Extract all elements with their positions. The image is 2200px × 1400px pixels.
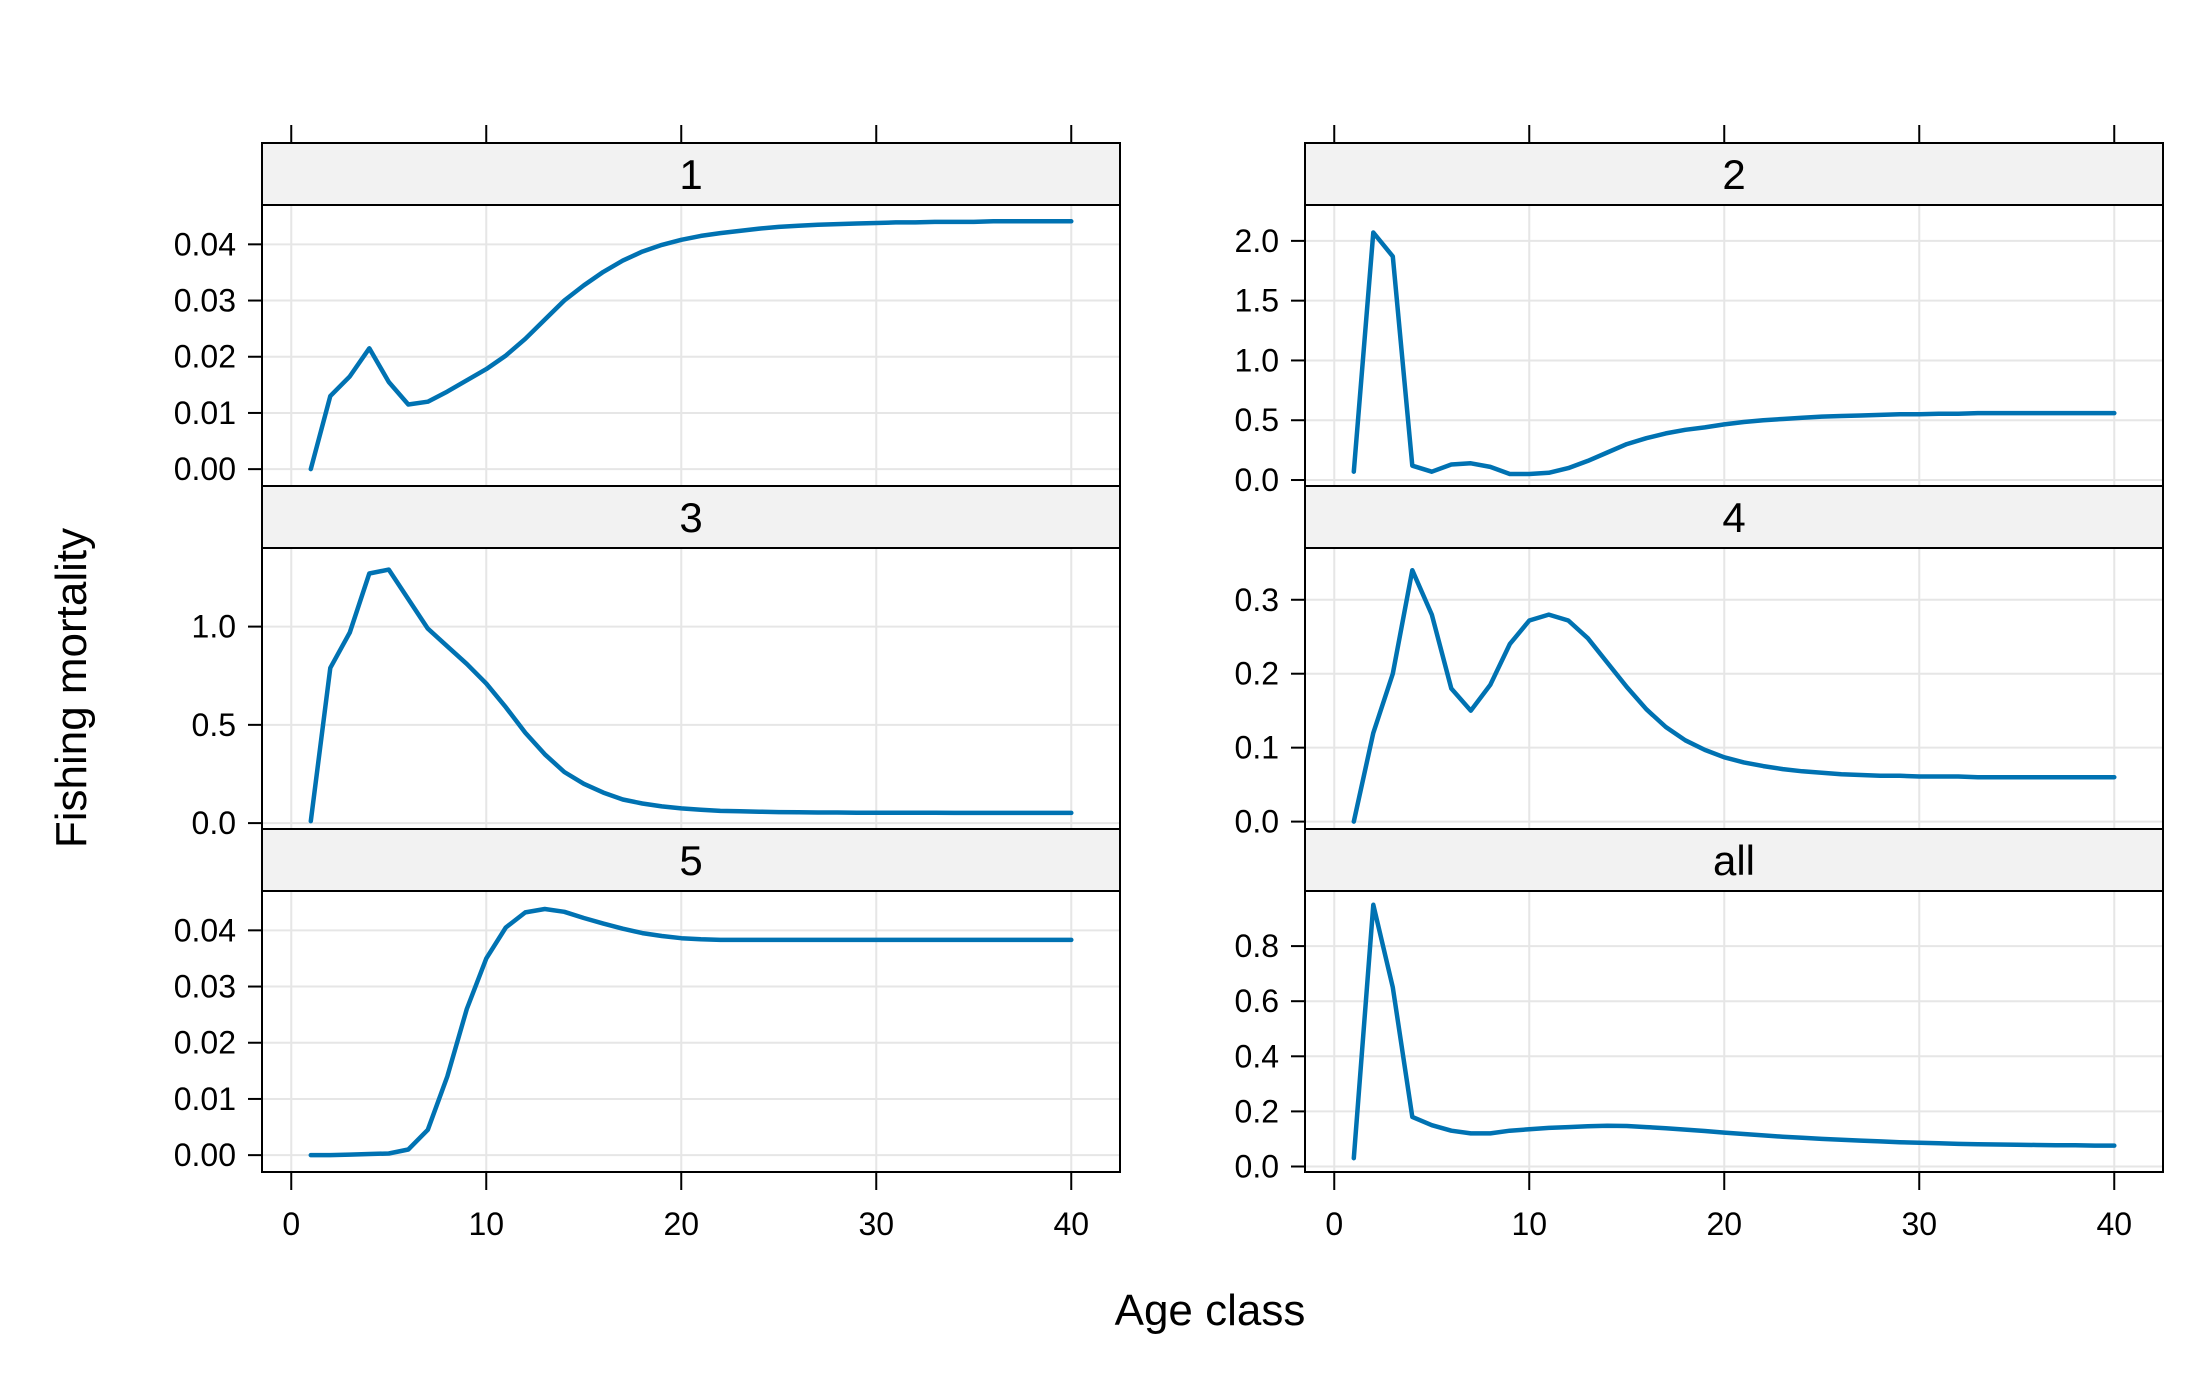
y-tick-label: 0.5 bbox=[1235, 402, 1279, 438]
x-tick-label: 40 bbox=[2096, 1206, 2132, 1242]
x-tick-label: 30 bbox=[1901, 1206, 1937, 1242]
y-tick-label: 0.2 bbox=[1235, 656, 1279, 692]
y-tick-label: 0.8 bbox=[1235, 928, 1279, 964]
x-tick-label: 10 bbox=[1511, 1206, 1547, 1242]
y-tick-label: 0.00 bbox=[174, 1137, 236, 1173]
y-tick-label: 0.01 bbox=[174, 1081, 236, 1117]
y-tick-label: 1.5 bbox=[1235, 283, 1279, 319]
y-tick-label: 0.03 bbox=[174, 283, 236, 319]
y-tick-label: 0.0 bbox=[1235, 1148, 1279, 1184]
strip-label-3: 3 bbox=[679, 494, 702, 541]
strip-1 bbox=[261, 142, 1121, 206]
panel-background bbox=[1305, 205, 2163, 486]
series-line-5 bbox=[308, 906, 1074, 1158]
panel-5: 5 0.00 0.01 0.02 0.03 0.04 bbox=[174, 828, 1121, 1173]
y-tick-label: 0.5 bbox=[192, 707, 236, 743]
x-tick-label: 20 bbox=[1706, 1206, 1742, 1242]
y-tick-label: 0.03 bbox=[174, 969, 236, 1005]
series-line-2 bbox=[1351, 230, 2117, 477]
y-tick-label: 0.1 bbox=[1235, 730, 1279, 766]
series-line-1 bbox=[308, 219, 1074, 472]
x-tick-label: 0 bbox=[282, 1206, 300, 1242]
panel-2: 2 0.0 0.5 1.0 1.5 2.0 bbox=[1235, 142, 2164, 498]
y-tick-label: 0.02 bbox=[174, 339, 236, 375]
y-tick-label: 0.04 bbox=[174, 226, 236, 262]
panel-all: all 0.0 0.2 0.4 0.6 0.8 bbox=[1235, 828, 2164, 1184]
y-tick-label: 2.0 bbox=[1235, 223, 1279, 259]
panel-background bbox=[1305, 548, 2163, 829]
strip-label-4: 4 bbox=[1722, 494, 1745, 541]
strip-label-5: 5 bbox=[679, 837, 702, 884]
panel-border bbox=[1304, 890, 2164, 1173]
panel-border bbox=[261, 890, 1121, 1173]
panel-1: 1 0.00 0.01 0.02 0.03 0.04 bbox=[174, 142, 1121, 487]
panel-background bbox=[262, 891, 1120, 1172]
y-tick-label: 1.0 bbox=[192, 609, 236, 645]
x-tick-label: 40 bbox=[1053, 1206, 1089, 1242]
strip-5 bbox=[261, 828, 1121, 892]
y-axis-title: Fishing mortality bbox=[47, 528, 96, 848]
panel-background bbox=[1305, 891, 2163, 1172]
y-tick-label: 1.0 bbox=[1235, 342, 1279, 378]
y-tick-label: 0.04 bbox=[174, 912, 236, 948]
panels-layer: 10.000.010.020.030.0420.00.51.01.52.030.… bbox=[174, 142, 2164, 1184]
series-line-4 bbox=[1351, 567, 2117, 824]
y-tick-label: 0.3 bbox=[1235, 582, 1279, 618]
panel-background bbox=[262, 548, 1120, 829]
y-tick-label: 0.4 bbox=[1235, 1038, 1279, 1074]
strip-label-all: all bbox=[1713, 837, 1755, 884]
x-axis-title: Age class bbox=[1115, 1286, 1306, 1335]
x-tick-label: 10 bbox=[468, 1206, 504, 1242]
series-line-all bbox=[1351, 902, 2117, 1161]
panel-background bbox=[262, 205, 1120, 486]
strip-3 bbox=[261, 485, 1121, 549]
y-tick-label: 0.0 bbox=[1235, 804, 1279, 840]
x-tick-label: 30 bbox=[858, 1206, 894, 1242]
axes-layer: 0 10 20 30 40 0 10 20 30 40 bbox=[282, 125, 2132, 1242]
y-tick-label: 0.2 bbox=[1235, 1093, 1279, 1129]
x-tick-label: 20 bbox=[663, 1206, 699, 1242]
y-tick-label: 0.02 bbox=[174, 1025, 236, 1061]
strip-all bbox=[1304, 828, 2164, 892]
y-tick-label: 0.0 bbox=[192, 805, 236, 841]
strip-label-2: 2 bbox=[1722, 151, 1745, 198]
strip-label-1: 1 bbox=[679, 151, 702, 198]
panel-4: 4 0.0 0.1 0.2 0.3 bbox=[1235, 485, 2164, 840]
panel-3: 3 0.0 0.5 1.0 bbox=[192, 485, 1121, 841]
y-tick-label: 0.0 bbox=[1235, 462, 1279, 498]
strip-4 bbox=[1304, 485, 2164, 549]
y-tick-label: 0.01 bbox=[174, 395, 236, 431]
x-tick-label: 0 bbox=[1325, 1206, 1343, 1242]
series-line-3 bbox=[308, 567, 1074, 824]
y-tick-label: 0.00 bbox=[174, 451, 236, 487]
strip-2 bbox=[1304, 142, 2164, 206]
y-tick-label: 0.6 bbox=[1235, 983, 1279, 1019]
